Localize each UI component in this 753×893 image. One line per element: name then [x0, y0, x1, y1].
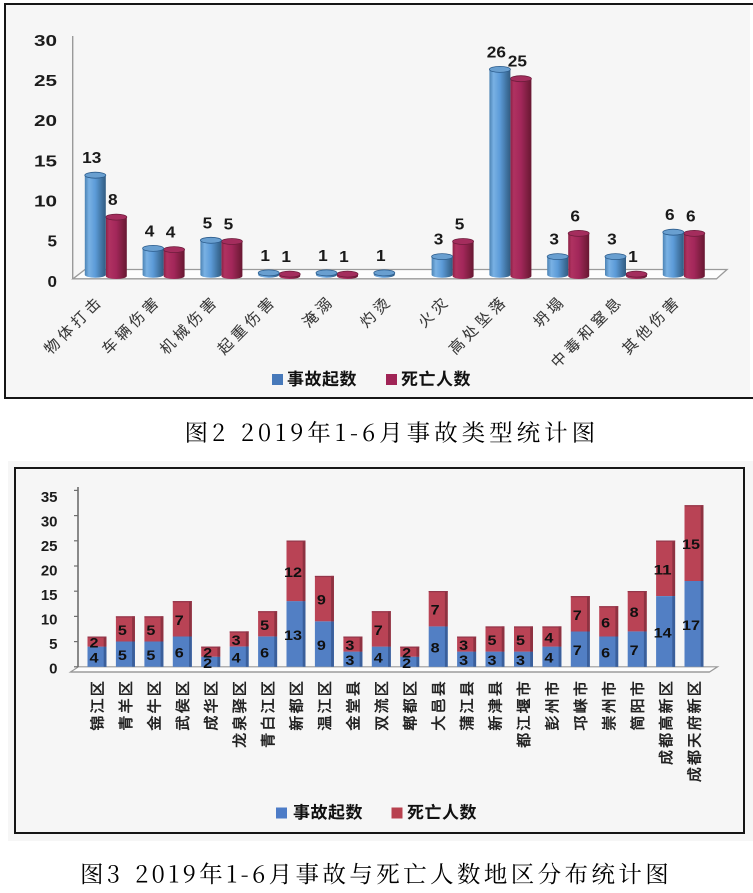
svg-text:6: 6 — [601, 645, 610, 661]
svg-text:1: 1 — [281, 249, 291, 266]
svg-text:1: 1 — [376, 248, 386, 265]
svg-text:3: 3 — [459, 637, 468, 653]
svg-text:5: 5 — [118, 622, 127, 638]
svg-text:4: 4 — [166, 225, 176, 242]
svg-text:7: 7 — [431, 602, 440, 618]
svg-text:30: 30 — [41, 513, 58, 530]
svg-text:2: 2 — [90, 635, 99, 651]
svg-text:2: 2 — [203, 645, 212, 661]
svg-text:3: 3 — [345, 637, 354, 653]
svg-text:14: 14 — [654, 624, 672, 640]
svg-text:13: 13 — [284, 627, 302, 643]
svg-text:9: 9 — [317, 592, 326, 608]
svg-text:10: 10 — [34, 194, 57, 211]
svg-text:5: 5 — [260, 617, 269, 633]
svg-text:6: 6 — [570, 208, 580, 225]
svg-text:4: 4 — [145, 223, 155, 240]
svg-text:15: 15 — [41, 587, 58, 604]
svg-text:5: 5 — [146, 647, 155, 663]
svg-text:5: 5 — [516, 632, 525, 648]
svg-text:3: 3 — [459, 652, 468, 668]
svg-text:6: 6 — [175, 645, 184, 661]
svg-text:5: 5 — [203, 215, 213, 232]
svg-text:5: 5 — [224, 217, 234, 234]
svg-text:15: 15 — [682, 536, 700, 552]
svg-text:4: 4 — [90, 650, 99, 666]
svg-text:7: 7 — [175, 612, 184, 628]
svg-text:35: 35 — [41, 489, 58, 506]
svg-text:4: 4 — [374, 650, 383, 666]
svg-text:4: 4 — [544, 650, 553, 666]
svg-text:1: 1 — [628, 249, 638, 266]
svg-text:7: 7 — [630, 642, 639, 658]
svg-text:13: 13 — [82, 150, 101, 167]
svg-text:2: 2 — [402, 655, 411, 671]
svg-text:12: 12 — [284, 564, 302, 580]
svg-text:9: 9 — [317, 637, 326, 653]
svg-text:6: 6 — [686, 208, 696, 225]
svg-text:0: 0 — [48, 274, 58, 291]
svg-text:1: 1 — [339, 249, 349, 266]
svg-text:25: 25 — [41, 538, 58, 555]
svg-text:7: 7 — [573, 642, 582, 658]
svg-text:3: 3 — [488, 652, 497, 668]
svg-text:1: 1 — [260, 248, 270, 265]
svg-text:26: 26 — [487, 44, 506, 61]
svg-text:6: 6 — [260, 645, 269, 661]
svg-text:2: 2 — [402, 645, 411, 661]
svg-text:7: 7 — [573, 607, 582, 623]
svg-text:3: 3 — [549, 232, 559, 249]
svg-text:25: 25 — [508, 54, 527, 71]
svg-text:11: 11 — [654, 561, 672, 577]
svg-text:5: 5 — [146, 622, 155, 638]
svg-text:5: 5 — [488, 632, 497, 648]
svg-text:8: 8 — [108, 192, 118, 209]
svg-text:1: 1 — [318, 248, 328, 265]
svg-text:3: 3 — [607, 232, 617, 249]
svg-text:20: 20 — [41, 562, 58, 579]
svg-text:8: 8 — [431, 640, 440, 656]
svg-text:30: 30 — [34, 33, 57, 50]
svg-text:5: 5 — [49, 636, 57, 653]
svg-text:4: 4 — [232, 650, 241, 666]
svg-text:5: 5 — [118, 647, 127, 663]
svg-text:7: 7 — [374, 622, 383, 638]
svg-text:2: 2 — [203, 655, 212, 671]
svg-text:5: 5 — [455, 217, 465, 234]
svg-text:15: 15 — [34, 153, 57, 170]
svg-text:17: 17 — [682, 617, 700, 633]
svg-text:5: 5 — [48, 234, 58, 251]
svg-text:8: 8 — [630, 604, 639, 620]
svg-text:25: 25 — [34, 73, 57, 90]
svg-text:20: 20 — [34, 113, 57, 130]
svg-text:3: 3 — [516, 652, 525, 668]
svg-text:10: 10 — [41, 611, 58, 628]
svg-text:3: 3 — [434, 232, 444, 249]
svg-text:4: 4 — [544, 630, 553, 646]
svg-text:3: 3 — [232, 632, 241, 648]
svg-text:6: 6 — [665, 207, 675, 224]
svg-text:0: 0 — [49, 660, 57, 677]
svg-text:6: 6 — [601, 614, 610, 630]
svg-text:3: 3 — [345, 652, 354, 668]
